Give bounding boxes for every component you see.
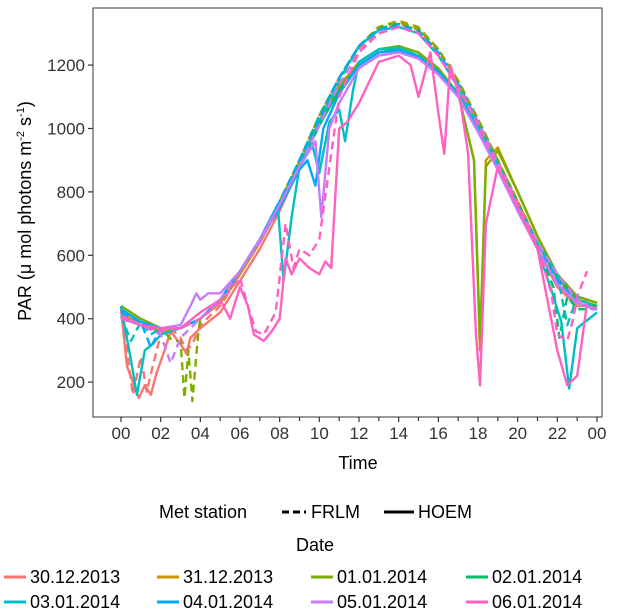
- x-tick-label: 04: [191, 424, 210, 443]
- legend-color-label: 03.01.2014: [30, 592, 120, 612]
- x-tick-label: 02: [151, 424, 170, 443]
- x-tick-label: 20: [508, 424, 527, 443]
- x-tick-label: 00: [588, 424, 607, 443]
- y-axis-title: PAR (μ mol photons m-2 s-1): [15, 101, 35, 321]
- y-tick-label: 400: [57, 310, 85, 329]
- y-tick-label: 1200: [47, 56, 85, 75]
- x-axis-title: Time: [338, 453, 377, 473]
- series-line-05.01.2014-frlm: [120, 25, 598, 365]
- legend-color-label: 05.01.2014: [337, 592, 427, 612]
- series-line-05.01.2014-hoem: [120, 51, 598, 330]
- y-tick-label: 200: [57, 373, 85, 392]
- legend: Met station FRLM HOEM Date 30.12.2013 31.…: [4, 502, 582, 612]
- legend-colors: 30.12.2013 31.12.2013 01.01.2014 02.01.2014…: [4, 567, 582, 612]
- x-tick-label: 10: [310, 424, 329, 443]
- x-tick-label: 12: [350, 424, 369, 443]
- x-tick-label: 06: [231, 424, 250, 443]
- legend-color-label: 30.12.2013: [30, 567, 120, 587]
- x-tick-label: 00: [112, 424, 131, 443]
- x-tick-label: 14: [389, 424, 408, 443]
- legend-color-label: 01.01.2014: [337, 567, 427, 587]
- series-line-01.01.2014-frlm: [120, 21, 598, 403]
- legend-color-label: 02.01.2014: [492, 567, 582, 587]
- legend-linetype-title: Met station: [159, 502, 247, 522]
- x-tick-label: 08: [270, 424, 289, 443]
- legend-color-title: Date: [296, 535, 334, 555]
- legend-linetype-frlm: FRLM: [282, 502, 360, 522]
- legend-label-hoem: HOEM: [418, 502, 472, 522]
- y-axis: 200 400 600 800 1000 1200: [47, 56, 93, 392]
- x-tick-label: 16: [429, 424, 448, 443]
- y-tick-label: 600: [57, 246, 85, 265]
- x-tick-label: 18: [469, 424, 488, 443]
- legend-linetype-hoem: HOEM: [384, 502, 472, 522]
- legend-label-frlm: FRLM: [311, 502, 360, 522]
- legend-color-label: 04.01.2014: [183, 592, 273, 612]
- y-tick-label: 1000: [47, 119, 85, 138]
- lines-layer: [119, 19, 598, 403]
- series-line-06.01.2014-hoem: [120, 51, 589, 387]
- x-tick-label: 22: [548, 424, 567, 443]
- y-tick-label: 800: [57, 183, 85, 202]
- legend-color-label: 06.01.2014: [492, 592, 582, 612]
- series-line-06.01.2014-frlm: [120, 25, 589, 343]
- legend-color-label: 31.12.2013: [183, 567, 273, 587]
- x-axis: 00 02 04 06 08 10 12 14 16 18 20 22 00: [112, 417, 607, 443]
